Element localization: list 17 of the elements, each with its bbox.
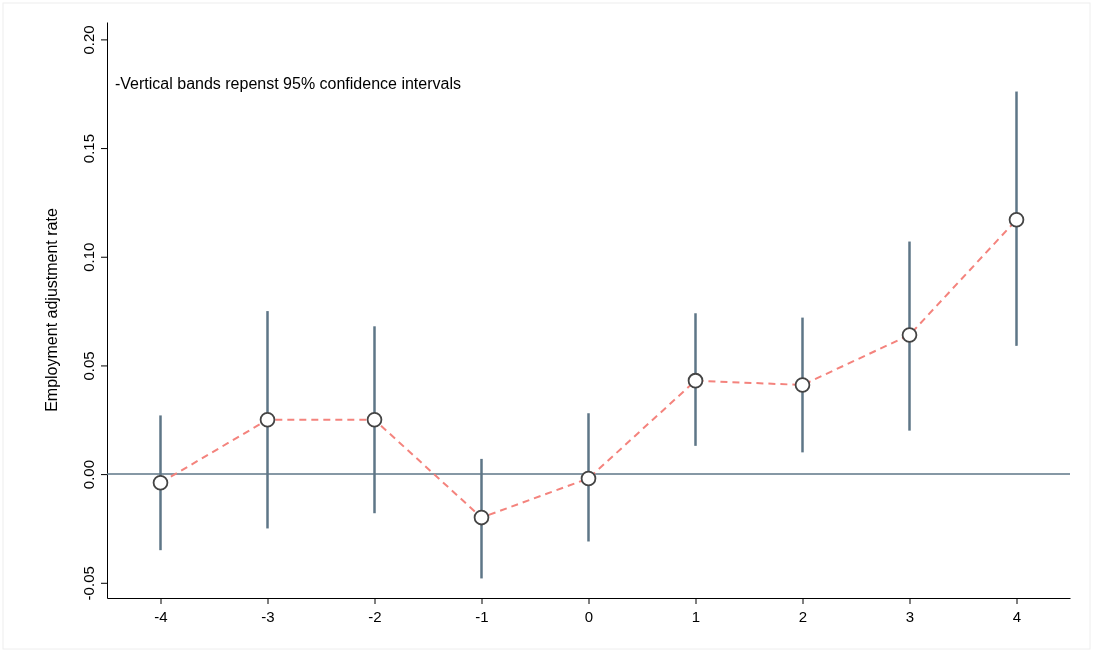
x-tick-label: 2 xyxy=(798,608,808,625)
x-tick-label: 3 xyxy=(905,608,915,625)
x-tick-label: 4 xyxy=(1012,608,1022,625)
y-axis-title: Employment adjustment rate xyxy=(43,208,60,412)
x-tick-label: -3 xyxy=(261,608,275,625)
y-tick-label: 0.10 xyxy=(80,242,98,272)
y-tick-label: 0.05 xyxy=(80,351,98,381)
y-tick-label: 0.15 xyxy=(80,133,98,164)
y-tick-label: 0.20 xyxy=(80,25,98,55)
y-tick-label: -0.05 xyxy=(80,566,98,601)
x-tick-label: 0 xyxy=(584,608,594,625)
annotation: -Vertical bands repenst 95% confidence intervals xyxy=(115,75,461,92)
x-tick-label: -2 xyxy=(368,608,382,625)
x-tick-label: -1 xyxy=(475,608,489,625)
x-tick-label: -4 xyxy=(154,608,168,625)
x-tick-label: 1 xyxy=(691,608,701,625)
y-tick-label: 0.00 xyxy=(80,460,98,490)
